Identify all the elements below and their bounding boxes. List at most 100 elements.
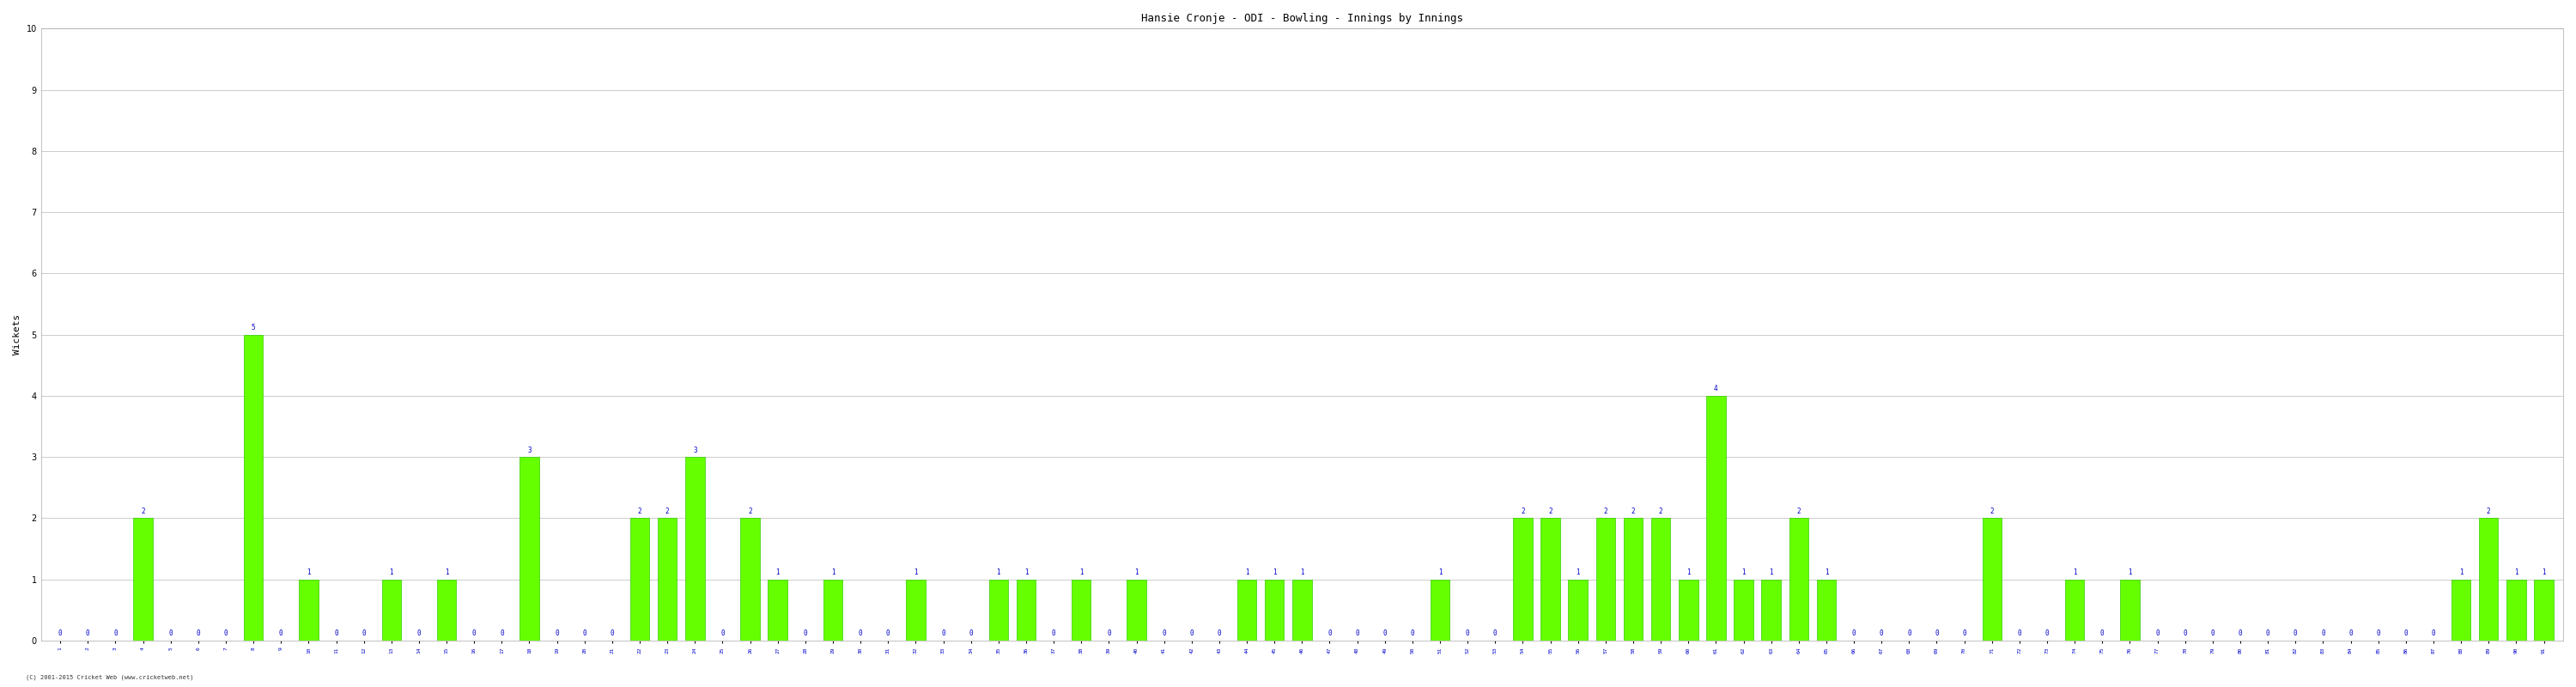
Bar bbox=[1018, 579, 1036, 640]
Text: 2: 2 bbox=[665, 507, 670, 515]
Text: 1: 1 bbox=[832, 569, 835, 576]
Text: 1: 1 bbox=[1687, 569, 1690, 576]
Text: 0: 0 bbox=[1880, 630, 1883, 638]
Bar bbox=[2506, 579, 2527, 640]
Text: 1: 1 bbox=[1133, 569, 1139, 576]
Text: 0: 0 bbox=[471, 630, 477, 638]
Bar bbox=[1569, 579, 1587, 640]
Bar bbox=[2478, 518, 2499, 640]
Text: 0: 0 bbox=[1190, 630, 1193, 638]
Text: 0: 0 bbox=[886, 630, 891, 638]
Text: 0: 0 bbox=[224, 630, 227, 638]
Text: 1: 1 bbox=[775, 569, 781, 576]
Text: 0: 0 bbox=[2099, 630, 2105, 638]
Text: 1: 1 bbox=[914, 569, 917, 576]
Text: 2: 2 bbox=[1548, 507, 1553, 515]
Bar bbox=[381, 579, 402, 640]
Text: 0: 0 bbox=[1412, 630, 1414, 638]
Text: 0: 0 bbox=[278, 630, 283, 638]
Text: 0: 0 bbox=[1355, 630, 1360, 638]
Text: 0: 0 bbox=[2375, 630, 2380, 638]
Bar bbox=[1265, 579, 1283, 640]
Text: 0: 0 bbox=[1383, 630, 1386, 638]
Text: 0: 0 bbox=[582, 630, 587, 638]
Text: 0: 0 bbox=[2267, 630, 2269, 638]
Text: 0: 0 bbox=[554, 630, 559, 638]
Bar bbox=[1293, 579, 1311, 640]
Bar bbox=[2066, 579, 2084, 640]
Text: 0: 0 bbox=[417, 630, 420, 638]
Text: 0: 0 bbox=[1494, 630, 1497, 638]
Text: 0: 0 bbox=[1906, 630, 1911, 638]
Bar bbox=[768, 579, 788, 640]
Bar bbox=[631, 518, 649, 640]
Text: 0: 0 bbox=[611, 630, 613, 638]
Text: 2: 2 bbox=[1605, 507, 1607, 515]
Text: 2: 2 bbox=[1989, 507, 1994, 515]
Text: 0: 0 bbox=[1051, 630, 1056, 638]
Text: 0: 0 bbox=[2182, 630, 2187, 638]
Text: 0: 0 bbox=[721, 630, 724, 638]
Bar bbox=[1705, 396, 1726, 640]
Bar bbox=[1816, 579, 1837, 640]
Text: 0: 0 bbox=[1327, 630, 1332, 638]
Text: 0: 0 bbox=[804, 630, 806, 638]
Bar bbox=[1126, 579, 1146, 640]
Text: 0: 0 bbox=[196, 630, 201, 638]
Text: 1: 1 bbox=[1741, 569, 1747, 576]
Bar bbox=[2535, 579, 2553, 640]
Text: 1: 1 bbox=[1079, 569, 1084, 576]
Text: 0: 0 bbox=[1162, 630, 1167, 638]
Bar bbox=[520, 457, 538, 640]
Bar bbox=[1512, 518, 1533, 640]
Text: 2: 2 bbox=[747, 507, 752, 515]
Bar bbox=[824, 579, 842, 640]
Bar bbox=[1651, 518, 1669, 640]
Text: 1: 1 bbox=[2128, 569, 2133, 576]
Text: 0: 0 bbox=[500, 630, 505, 638]
Text: 1: 1 bbox=[1577, 569, 1579, 576]
Text: 0: 0 bbox=[2045, 630, 2048, 638]
Bar bbox=[1734, 579, 1754, 640]
Bar bbox=[1236, 579, 1257, 640]
Text: 0: 0 bbox=[361, 630, 366, 638]
Text: 0: 0 bbox=[2293, 630, 2298, 638]
Text: 2: 2 bbox=[142, 507, 144, 515]
Text: 3: 3 bbox=[528, 446, 531, 454]
Bar bbox=[299, 579, 319, 640]
Text: 1: 1 bbox=[1301, 569, 1303, 576]
Text: 1: 1 bbox=[446, 569, 448, 576]
Bar bbox=[1430, 579, 1450, 640]
Text: 0: 0 bbox=[2403, 630, 2409, 638]
Text: 5: 5 bbox=[252, 324, 255, 332]
Text: 3: 3 bbox=[693, 446, 698, 454]
Text: 1: 1 bbox=[1770, 569, 1772, 576]
Text: 2: 2 bbox=[1659, 507, 1662, 515]
Text: 1: 1 bbox=[2514, 569, 2519, 576]
Text: 0: 0 bbox=[2017, 630, 2022, 638]
Bar bbox=[685, 457, 706, 640]
Bar bbox=[134, 518, 152, 640]
Bar bbox=[657, 518, 677, 640]
Text: 1: 1 bbox=[1824, 569, 1829, 576]
Text: (C) 2001-2015 Cricket Web (www.cricketweb.net): (C) 2001-2015 Cricket Web (www.cricketwe… bbox=[26, 675, 193, 680]
Bar bbox=[245, 335, 263, 640]
Text: 0: 0 bbox=[335, 630, 337, 638]
Text: 1: 1 bbox=[2460, 569, 2463, 576]
Text: 0: 0 bbox=[2432, 630, 2434, 638]
Text: 0: 0 bbox=[969, 630, 974, 638]
Text: 1: 1 bbox=[997, 569, 999, 576]
Text: 0: 0 bbox=[2210, 630, 2215, 638]
Bar bbox=[1680, 579, 1698, 640]
Bar bbox=[989, 579, 1007, 640]
Text: 0: 0 bbox=[2349, 630, 2352, 638]
Text: 0: 0 bbox=[1935, 630, 1940, 638]
Text: 2: 2 bbox=[1520, 507, 1525, 515]
Text: 1: 1 bbox=[1025, 569, 1028, 576]
Bar bbox=[1623, 518, 1643, 640]
Bar bbox=[1597, 518, 1615, 640]
Text: 1: 1 bbox=[1244, 569, 1249, 576]
Text: 0: 0 bbox=[1108, 630, 1110, 638]
Text: 0: 0 bbox=[858, 630, 863, 638]
Text: 0: 0 bbox=[2156, 630, 2159, 638]
